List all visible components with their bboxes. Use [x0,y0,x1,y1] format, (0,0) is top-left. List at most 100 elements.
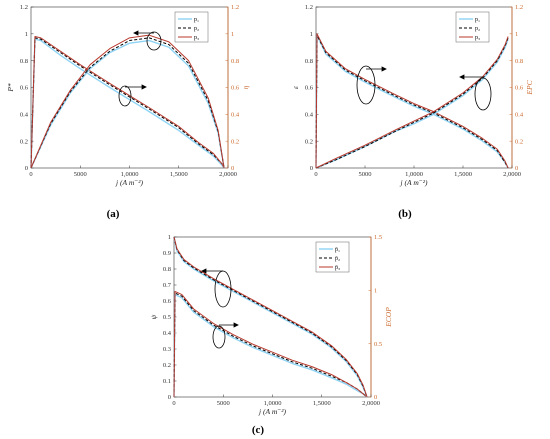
curve-group-ellipse [212,325,226,349]
series-line-right-3 [173,236,368,398]
y-left-tick-label: 1 [168,234,171,241]
y-right-tick-label: 0 [515,165,518,172]
y-right-tick-label: 0.4 [515,112,524,119]
y-left-tick-label: 1.2 [20,4,28,11]
panel-label: (c) [252,424,265,436]
series-line-left-3 [173,290,368,398]
y-left-axis-label: ε [291,86,300,89]
y-left-tick-label: 0 [25,165,28,172]
y-left-tick-label: 0.4 [163,330,172,337]
y-right-tick-label: 1.5 [374,234,382,241]
y-left-tick-label: 0.2 [163,362,171,369]
y-right-tick-label: 0.4 [231,112,240,119]
y-right-tick-label: 1.2 [231,4,239,11]
y-right-axis-label: EPC [525,79,534,95]
y-left-tick-label: 0.2 [305,138,313,145]
y-left-tick-label: 0.8 [163,266,171,273]
curve-group-ellipse [356,65,376,105]
y-left-tick-label: 0.5 [163,314,171,321]
y-left-tick-label: 0.6 [163,298,172,305]
series-line-right-2 [30,37,225,169]
y-left-tick-label: 0.2 [20,138,28,145]
y-right-tick-label: 0.8 [231,58,239,65]
series-line-left-2 [315,34,509,169]
curve-group-ellipse [146,31,162,51]
y-right-tick-label: 0.5 [374,341,382,348]
arrow-head [381,66,387,72]
annotation-markers [201,268,239,349]
y-left-tick-label: 0 [168,394,171,401]
x-tick-label: 5000 [74,171,87,178]
arrow-head [141,84,147,90]
curve-group-ellipse [118,85,132,107]
x-tick-label: 1,5000 [313,400,331,407]
x-axis-label: j (A m⁻²) [115,178,143,187]
y-left-tick-label: 0.7 [163,282,172,289]
x-tick-label: 1,0000 [405,171,423,178]
series-line-right-1 [315,38,509,169]
legend-label: p₂ [194,26,199,32]
series-line-left-3 [315,33,509,169]
legend: p₁ p₂ p₃ [455,11,490,43]
y-left-tick-label: 0.4 [305,112,314,119]
legend: p₁ p₂ p₃ [174,11,209,43]
panel-label: (b) [398,208,412,220]
series-line-left-1 [30,38,225,169]
series-line-left-3 [30,36,225,169]
arrow-head [201,268,207,274]
series-line-right-3 [315,36,509,169]
y-right-tick-label: 1.2 [515,4,523,11]
y-left-tick-label: 0.1 [163,378,171,385]
series-line-right-1 [173,236,368,398]
legend-label: p₃ [194,35,199,41]
x-tick-label: 0 [29,171,32,178]
y-right-axis-label: η [241,85,250,89]
y-left-tick-label: 0.8 [20,58,28,65]
series-line-right-2 [315,37,509,169]
y-left-axis-label: P* [6,83,15,93]
y-right-tick-label: 1 [374,288,377,295]
legend-label: p̄₂ [335,256,340,262]
panel-b: 0 5000 1,0000 1,5000 2,000000.20.40.60.811.2… [291,4,534,220]
x-tick-label: 2,0000 [219,171,237,178]
y-left-tick-label: 1.2 [305,4,313,11]
y-left-axis-label: ψ [149,314,158,319]
y-right-tick-label: 0.6 [515,85,524,92]
x-tick-label: 1,5000 [170,171,188,178]
legend-label: p₂ [475,26,480,32]
y-right-tick-label: 0.6 [231,85,240,92]
x-axis-label: j (A m⁻²) [400,178,428,187]
panel-label: (a) [107,208,120,220]
x-tick-label: 2,0000 [362,400,380,407]
y-left-tick-label: 1 [25,31,28,38]
y-right-axis-label: ECOP [384,307,393,328]
x-tick-label: 5000 [359,171,372,178]
legend-label: p̄₁ [335,247,340,253]
annotation-markers [118,30,162,107]
x-tick-label: 1,0000 [121,171,139,178]
x-tick-label: 1,0000 [264,400,282,407]
y-right-tick-label: 1 [231,31,234,38]
series-line-right-3 [30,34,225,169]
annotation-markers [356,65,492,111]
legend-label: p₁ [475,17,480,23]
arrow-head [233,322,239,328]
legend: p̄₁ p̄₂ p̄₃ [315,241,350,273]
y-left-tick-label: 0.4 [20,112,29,119]
arrow-head [133,30,139,36]
panel-c: 0 5000 1,0000 1,5000 2,000000.10.20.30.40.50… [149,234,393,436]
x-tick-label: 2,0000 [503,171,521,178]
arrow-head [459,74,465,80]
legend-label: p₃ [475,35,480,41]
panel-a: 0 5000 1,0000 1,5000 2,000000.20.40.60.811.2… [6,4,250,220]
y-left-tick-label: 0.9 [163,250,171,257]
y-right-tick-label: 0 [374,394,377,401]
y-left-tick-label: 0.3 [163,346,171,353]
series-line-left-1 [173,293,368,398]
series-line-left-2 [30,37,225,169]
y-right-tick-label: 0 [231,165,234,172]
x-tick-label: 5000 [217,400,230,407]
legend-label: p̄₃ [335,265,340,271]
y-right-tick-label: 0.2 [231,138,239,145]
